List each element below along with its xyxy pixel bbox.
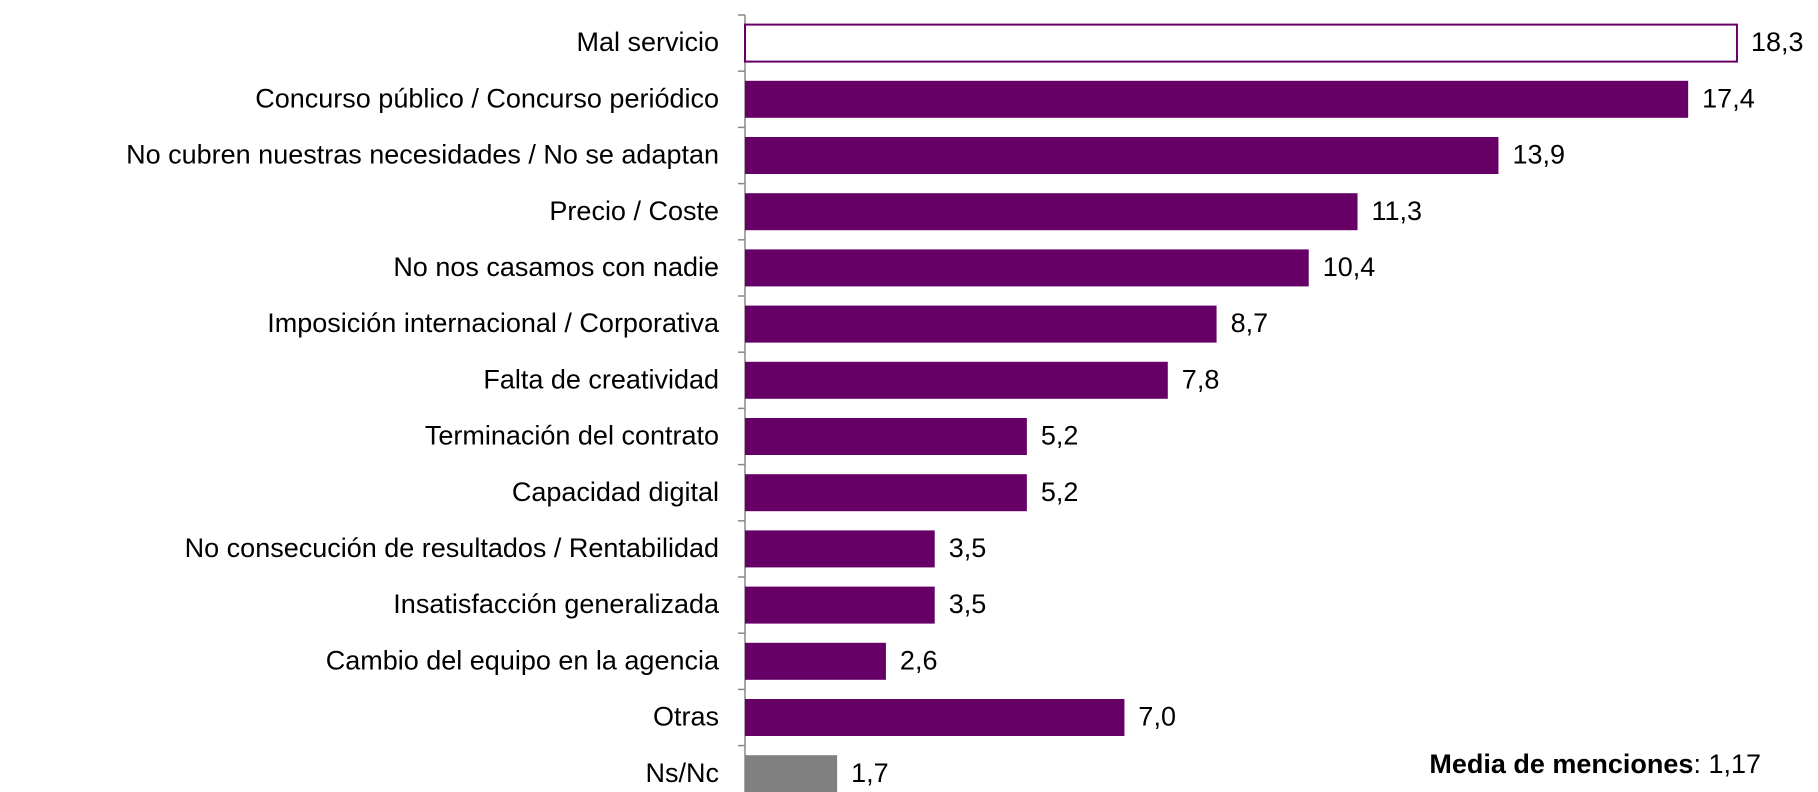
annotation-label: Media de menciones [1429, 749, 1693, 779]
bar [745, 249, 1309, 287]
category-label: Imposición internacional / Corporativa [267, 308, 720, 338]
bar [745, 137, 1499, 174]
bar [745, 530, 935, 568]
value-label: 3,5 [949, 589, 987, 619]
category-label: No consecución de resultados / Rentabili… [185, 533, 719, 563]
annotation-text: : 1,17 [1693, 749, 1761, 779]
bar [745, 642, 886, 680]
value-label: 5,2 [1041, 421, 1079, 451]
value-label: 7,8 [1182, 364, 1220, 394]
category-label: Insatisfacción generalizada [393, 589, 720, 619]
category-label: Precio / Coste [549, 196, 719, 226]
value-label: 17,4 [1702, 83, 1755, 113]
category-label: Falta de creatividad [483, 364, 719, 394]
value-label: 7,0 [1138, 702, 1176, 732]
category-label: Terminación del contrato [425, 421, 719, 451]
value-label: 5,2 [1041, 477, 1079, 507]
category-label: No cubren nuestras necesidades / No se a… [126, 140, 719, 170]
annotation: Media de menciones: 1,17 [1429, 749, 1761, 779]
value-label: 10,4 [1323, 252, 1376, 282]
category-label: Ns/Nc [646, 758, 720, 788]
category-label: Cambio del equipo en la agencia [326, 645, 720, 675]
category-label: Mal servicio [576, 27, 719, 57]
bar [744, 23, 1738, 63]
bar [745, 361, 1168, 399]
bar [745, 418, 1027, 455]
value-label: 1,7 [851, 758, 889, 788]
category-label: Otras [653, 702, 719, 732]
bar [745, 80, 1689, 118]
value-label: 13,9 [1512, 140, 1565, 170]
bar [745, 474, 1027, 512]
value-label: 3,5 [949, 533, 987, 563]
category-label: No nos casamos con nadie [393, 252, 719, 282]
bar [745, 699, 1125, 736]
bar [745, 193, 1358, 231]
value-label: 18,3 [1751, 27, 1804, 57]
bar [745, 305, 1217, 343]
value-label: 2,6 [900, 645, 938, 675]
value-label: 11,3 [1372, 196, 1423, 226]
value-label: 8,7 [1231, 308, 1269, 338]
bar [745, 586, 935, 624]
category-label: Capacidad digital [512, 477, 719, 507]
bar [745, 755, 838, 792]
category-label: Concurso público / Concurso periódico [255, 83, 719, 113]
